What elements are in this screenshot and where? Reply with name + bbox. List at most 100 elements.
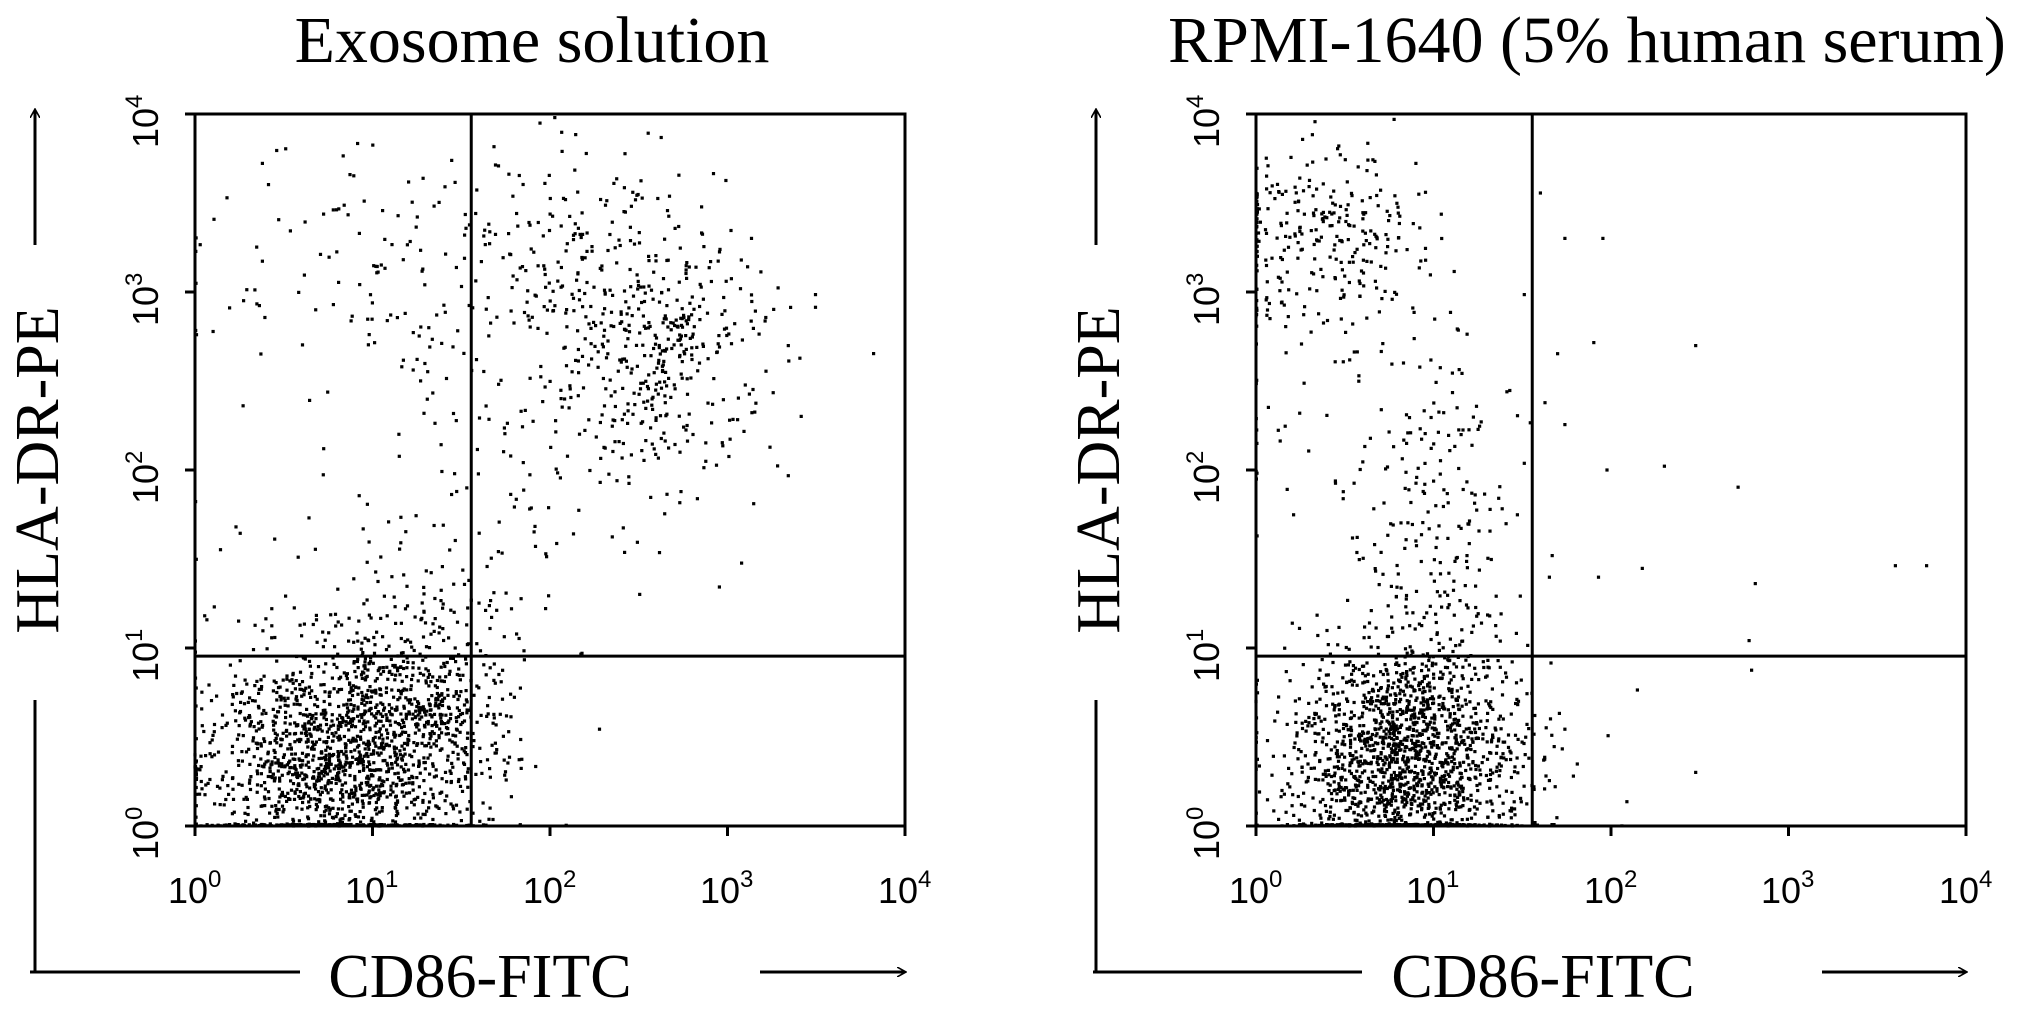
data-point [646,131,650,135]
data-point [1438,366,1442,370]
data-point [379,701,383,705]
data-point [1358,724,1362,728]
data-point [1297,626,1302,630]
data-point [1450,391,1455,395]
data-point [1491,707,1495,711]
data-point [1427,812,1432,816]
data-point [453,472,457,476]
data-point [409,640,413,644]
data-point [1400,800,1404,804]
data-point [313,742,317,746]
data-point [361,768,366,772]
data-point [1384,756,1388,760]
data-point [1476,788,1480,793]
data-point [272,723,276,727]
data-point [373,808,377,812]
data-point [1333,277,1337,281]
data-point [1265,296,1269,300]
data-point [1552,745,1556,749]
data-point [690,346,694,350]
data-point [362,719,366,723]
data-point [1306,724,1310,728]
data-point [1393,194,1397,198]
data-point [665,209,670,213]
data-point [1473,750,1477,754]
data-point [1418,804,1422,808]
data-point [263,739,267,744]
data-point [1324,774,1328,778]
data-point [1254,811,1258,815]
data-point [1488,507,1492,511]
data-point [1375,193,1379,198]
data-point [336,807,340,811]
data-point [408,239,412,244]
data-point [511,274,515,278]
data-point [1495,744,1499,748]
data-point [1453,728,1457,732]
data-point [421,735,425,739]
data-point [384,690,388,695]
data-point [1306,762,1310,766]
data-point [1406,708,1411,712]
data-point [654,416,658,420]
data-point [1384,233,1388,237]
data-point [1399,814,1403,818]
data-point [315,728,320,732]
data-point [1328,810,1332,814]
data-point [414,709,418,713]
data-point [630,314,634,318]
data-point [363,703,367,707]
data-point [367,708,371,712]
data-point [303,722,307,726]
data-point [302,693,306,697]
data-point [323,786,327,790]
data-point [387,670,391,674]
data-point [426,756,430,760]
data-point [1344,808,1348,813]
data-point [1348,224,1352,228]
data-point [1495,785,1499,789]
data-point [285,674,289,678]
data-point [1448,715,1452,719]
data-point [270,776,274,780]
data-point [455,823,459,827]
data-point [1467,824,1471,828]
data-point [240,759,244,763]
data-point [1315,289,1319,293]
data-point [378,784,382,788]
data-point [1364,211,1368,215]
data-point [277,800,281,804]
data-point [372,786,376,790]
data-point [1480,761,1484,765]
data-point [1405,794,1409,798]
data-point [1357,558,1361,562]
data-point [462,256,467,260]
data-point [363,657,367,661]
data-point [1320,821,1324,825]
data-point [1447,756,1451,760]
data-point [504,714,509,718]
data-point [1557,711,1561,715]
data-point [1331,201,1335,205]
data-point [503,432,507,436]
data-point [664,317,668,321]
data-point [622,357,627,361]
data-point [1377,583,1381,587]
data-point [297,783,301,788]
data-point [1254,767,1258,771]
data-point [1293,741,1297,745]
data-point [1255,224,1259,229]
data-point [1257,239,1261,243]
data-point [208,741,212,745]
data-point [262,795,267,799]
data-point [673,442,677,447]
data-point [194,333,199,337]
data-point [1383,663,1387,667]
data-point [1397,663,1401,667]
data-point [394,746,398,750]
data-point [657,300,662,304]
data-point [682,313,686,317]
data-point [1469,747,1473,752]
data-point [1387,742,1391,746]
data-point [477,601,481,605]
